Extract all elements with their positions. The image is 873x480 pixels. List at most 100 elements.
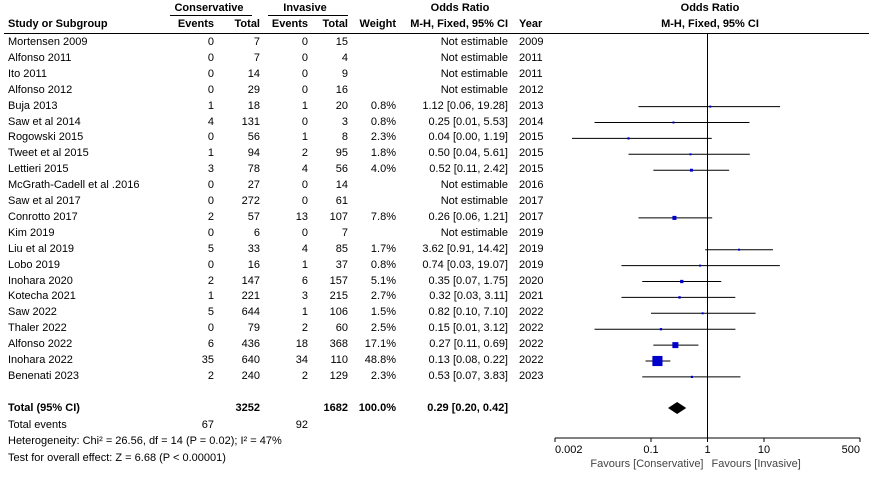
row-weight: 2.3% [370,131,396,144]
row-t2: 4 [341,51,348,64]
row-e2: 3 [301,290,308,303]
row-ci: Not estimable [440,195,508,207]
row-t1: 14 [247,67,260,80]
row-weight: 0.8% [370,115,396,128]
row-t1: 221 [241,290,260,303]
row-name: Benenati 2023 [8,369,79,382]
study-box [680,279,684,284]
row-t2: 368 [329,338,348,351]
row-name: Conrotto 2017 [8,210,78,223]
row-ci: 0.15 [0.01, 3.12] [428,322,508,335]
header-divider [4,33,869,34]
row-t1: 131 [241,115,260,128]
row-t1: 7 [253,51,260,64]
col-events-1: Events [177,18,214,30]
row-name: Lobo 2019 [8,258,60,271]
row-year: 2022 [519,354,544,366]
row-e2: 0 [301,179,308,192]
row-t1: 7 [253,36,260,48]
row-e1: 1 [207,99,214,112]
row-name: Kotecha 2021 [8,290,76,303]
row-name: Rogowski 2015 [8,131,84,144]
row-year: 2017 [519,195,544,207]
row-e1: 1 [207,290,214,303]
study-box [659,328,663,331]
overall-effect-text: Test for overall effect: Z = 6.68 (P < 0… [8,452,226,464]
row-year: 2022 [519,338,544,351]
row-year: 2023 [519,369,544,382]
row-ci: Not estimable [440,67,508,80]
row-name: Alfonso 2012 [8,83,73,96]
row-year: 2014 [519,115,544,128]
row-name: Saw et al 2014 [8,115,81,128]
group1-header: Conservative [174,2,244,14]
row-t2: 215 [329,290,348,303]
row-year: 2015 [519,163,544,176]
row-t1: 644 [241,306,260,319]
row-name: McGrath-Cadell et al .2016 [8,179,140,192]
row-t2: 129 [329,369,348,382]
row-e2: 0 [301,51,308,64]
row-ci: 0.13 [0.08, 0.22] [428,354,508,366]
row-weight: 1.7% [370,242,396,255]
plot-header: Odds Ratio [680,2,740,14]
row-e1: 2 [207,369,214,382]
row-e1: 6 [207,338,214,351]
col-method: M-H, Fixed, 95% CI [410,18,508,30]
row-ci: 0.35 [0.07, 1.75] [428,274,508,287]
row-e1: 3 [207,163,214,176]
study-box [690,375,694,378]
row-t1: 240 [241,369,260,382]
row-t1: 79 [247,322,260,335]
row-t2: 7 [341,226,348,239]
row-name: Saw 2022 [8,306,57,319]
row-ci: 0.53 [0.07, 3.83] [428,369,508,382]
heterogeneity-text: Heterogeneity: Chi² = 26.56, df = 14 (P … [8,435,282,447]
row-weight: 5.1% [370,274,396,287]
row-weight: 2.3% [370,369,396,382]
row-t2: 8 [341,131,348,144]
row-year: 2019 [519,226,544,239]
row-e2: 2 [301,322,308,335]
study-box [701,312,704,315]
row-weight: 1.8% [370,147,396,160]
row-year: 2021 [519,290,544,303]
row-weight: 0.8% [370,258,396,271]
total-weight: 100.0% [358,402,396,414]
row-year: 2015 [519,131,544,144]
row-e2: 0 [301,83,308,96]
row-t2: 16 [335,83,348,96]
row-t1: 78 [247,163,260,176]
row-name: Tweet et al 2015 [8,147,89,160]
row-t1: 16 [247,258,260,271]
row-e1: 0 [207,179,214,192]
row-t2: 14 [335,179,348,192]
group1-underline [170,15,252,16]
row-t1: 18 [247,99,260,112]
study-box [690,168,693,172]
study-box [672,342,679,349]
row-name: Lettieri 2015 [8,163,69,176]
study-box [652,355,663,367]
study-box [689,153,692,156]
row-e2: 13 [295,210,308,223]
row-e2: 6 [301,274,308,287]
row-e2: 4 [301,242,308,255]
pooled-diamond [668,402,687,414]
row-e1: 2 [207,210,214,223]
row-weight: 17.1% [364,338,396,351]
row-ci: 0.26 [0.06, 1.21] [428,210,508,223]
row-t1: 29 [247,83,260,96]
row-year: 2019 [519,242,544,255]
row-t2: 20 [335,99,348,112]
group2-underline [268,15,348,16]
row-t2: 56 [335,163,348,176]
row-e1: 0 [207,131,214,144]
study-box [699,264,702,267]
row-year: 2020 [519,274,544,287]
row-name: Saw et al 2017 [8,195,81,207]
row-t2: 9 [341,67,348,80]
group2-header: Invasive [283,2,327,14]
row-name: Ito 2011 [8,67,47,80]
row-year: 2009 [519,36,544,48]
